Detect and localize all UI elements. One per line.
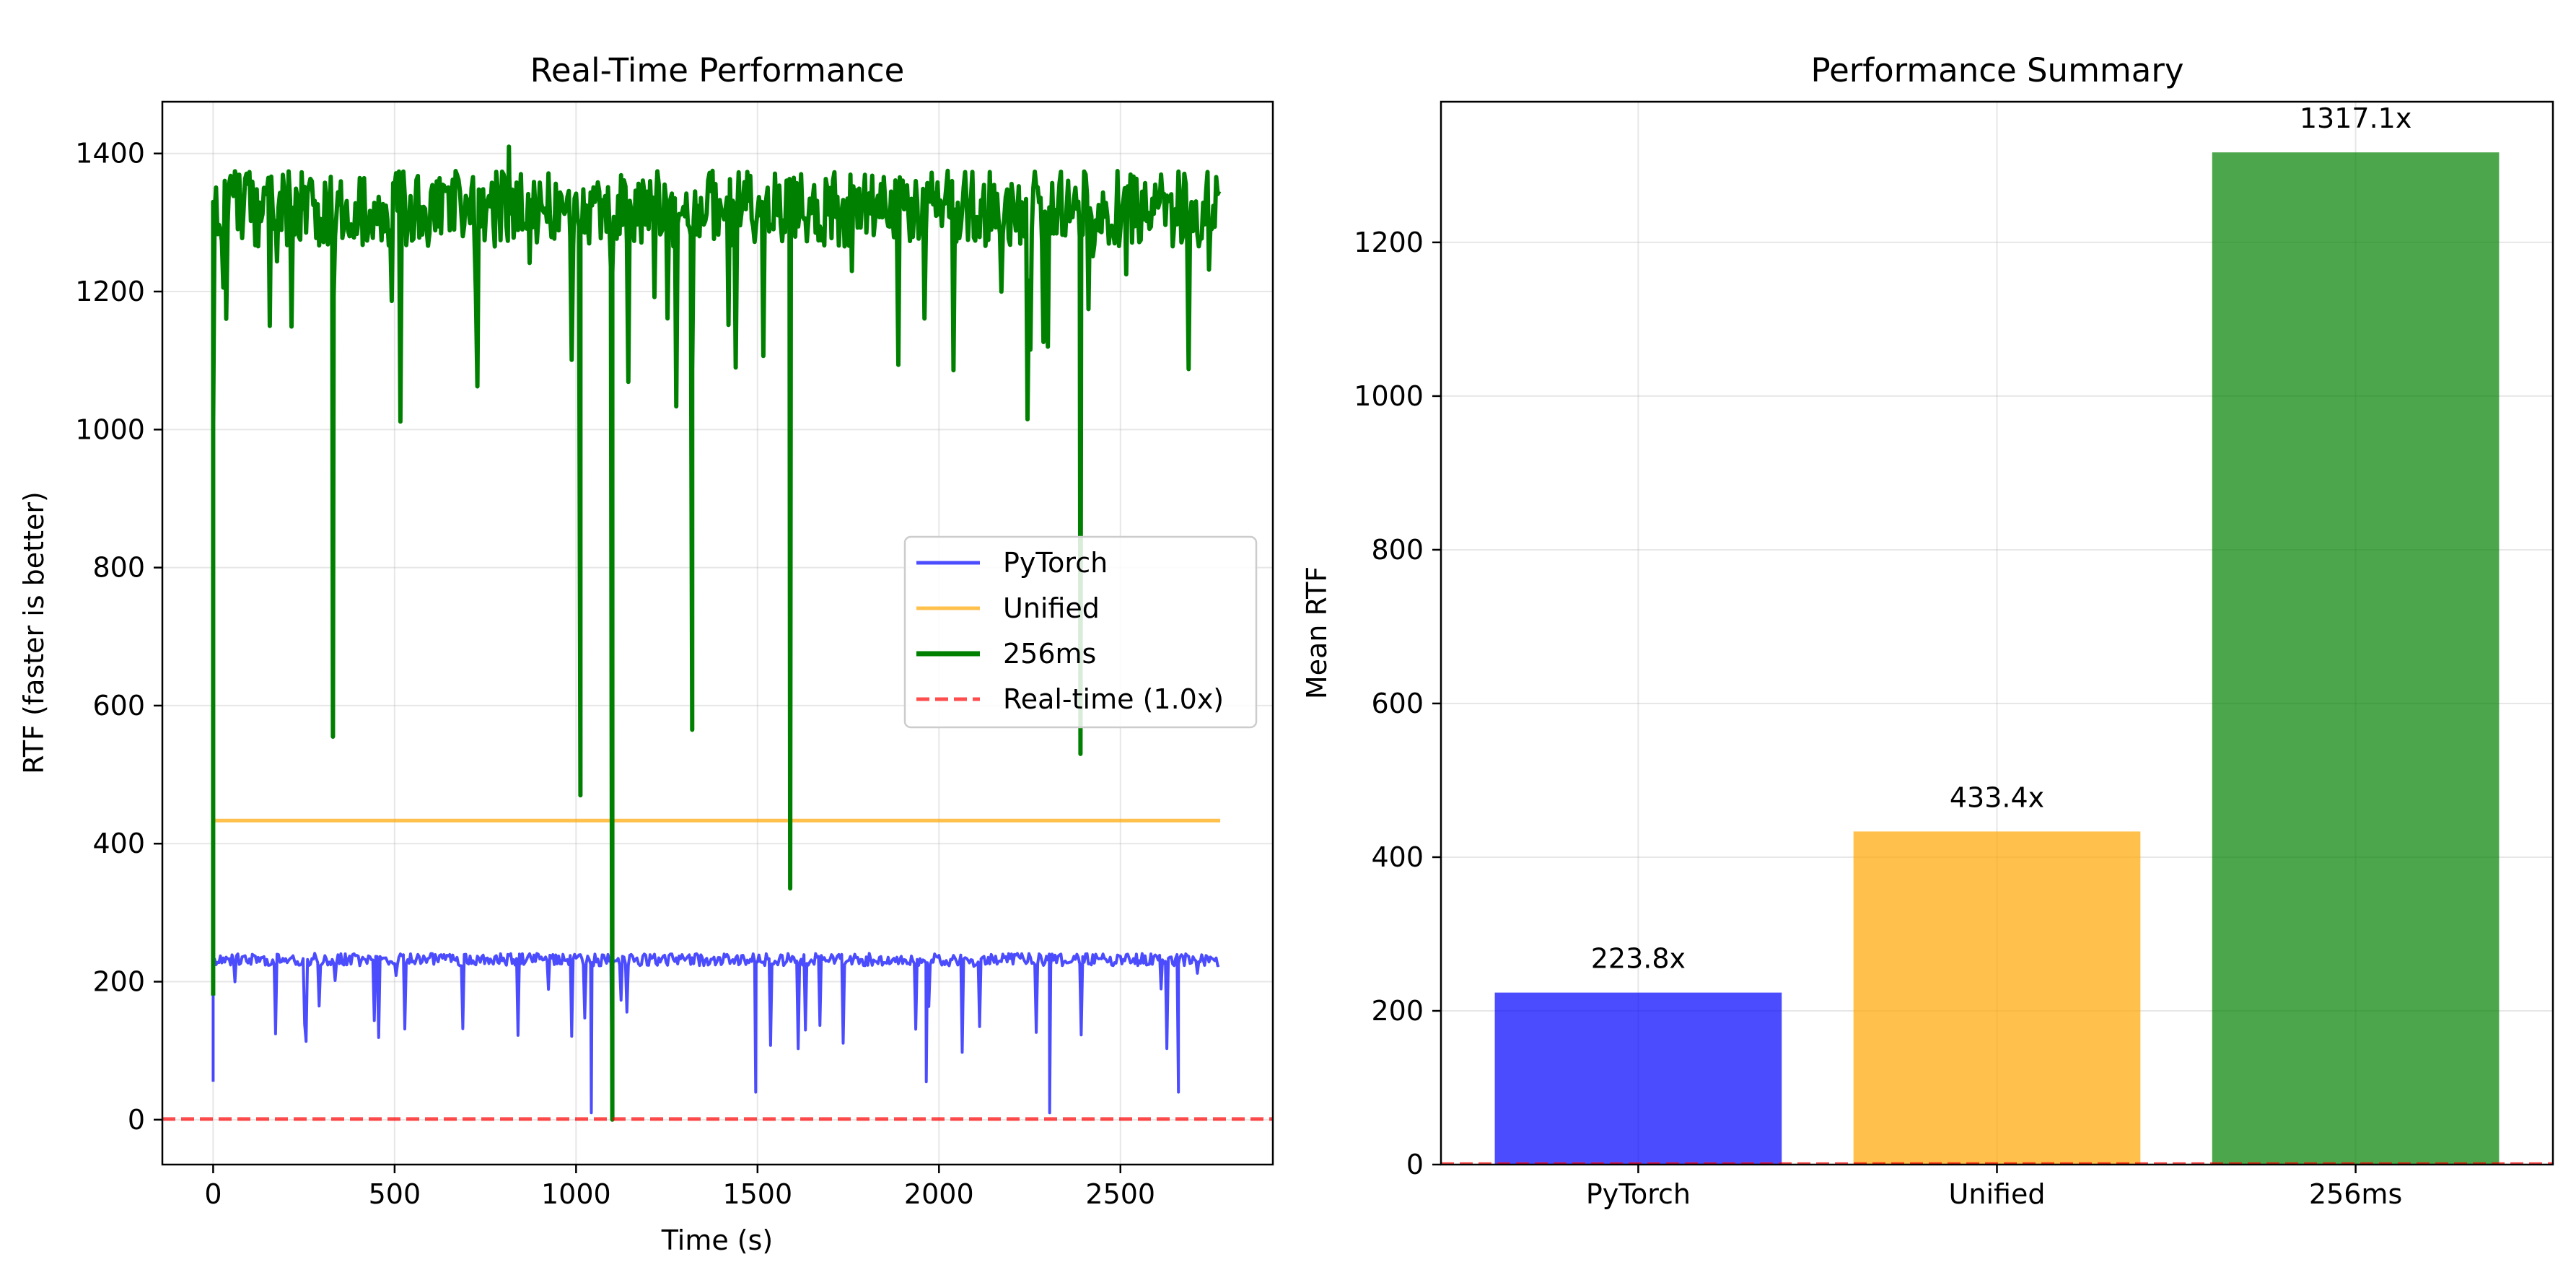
x-tick-label-pytorch: PyTorch	[1586, 1178, 1691, 1210]
bar-chart-bars	[1441, 152, 2553, 1165]
y-tick-label: 400	[92, 828, 145, 859]
legend: PyTorch Unified 256ms Real-time (1.0x)	[903, 535, 1258, 729]
y-tick-label: 0	[128, 1104, 145, 1136]
series-line-256ms	[211, 144, 1222, 1122]
x-tick-label: 0	[204, 1178, 222, 1210]
bar-value-label-pytorch: 223.8x	[1591, 943, 1686, 975]
x-tick-label: 500	[369, 1178, 421, 1210]
y-tick-label: 600	[1371, 688, 1424, 719]
legend-item-pytorch: PyTorch	[916, 547, 1108, 579]
legend-item-unified: Unified	[916, 592, 1100, 624]
y-tick-label: 1000	[1354, 380, 1424, 412]
line-chart-plot-area	[162, 144, 1273, 1122]
x-tick-label: 1000	[541, 1178, 611, 1210]
y-tick-label: 800	[1371, 534, 1424, 566]
legend-label-unified: Unified	[1003, 592, 1100, 624]
legend-label-pytorch: PyTorch	[1003, 547, 1108, 579]
x-tick-label: 2000	[904, 1178, 974, 1210]
legend-label-256ms: 256ms	[1003, 638, 1096, 670]
y-tick-label: 1200	[1354, 227, 1424, 258]
y-tick-label: 1400	[75, 138, 145, 170]
legend-item-real-time: Real-time (1.0x)	[916, 683, 1224, 715]
bar-value-label-256ms: 1317.1x	[2300, 102, 2411, 134]
line-chart: 0 500 1000 1500 2000 2500 0 200 400 600 800 1000 12…	[18, 51, 1274, 1256]
bar-unified	[1853, 831, 2141, 1165]
y-tick-label: 200	[92, 966, 145, 998]
series-line-pytorch	[211, 952, 1220, 1118]
line-chart-x-axis-label: Time (s)	[661, 1224, 774, 1256]
bar-pytorch	[1494, 992, 1782, 1165]
line-chart-y-axis-label: RTF (faster is better)	[18, 491, 50, 774]
y-tick-label: 800	[92, 552, 145, 584]
x-tick-label: 2500	[1085, 1178, 1155, 1210]
bar-chart-title: Performance Summary	[1811, 51, 2184, 89]
line-chart-title: Real-Time Performance	[530, 51, 905, 89]
bar-chart-value-labels: 223.8x 433.4x 1317.1x	[1591, 102, 2412, 974]
line-chart-frame	[161, 100, 1274, 1166]
x-tick-label: 1500	[722, 1178, 792, 1210]
legend-label-real-time: Real-time (1.0x)	[1003, 683, 1224, 715]
legend-box	[903, 535, 1258, 729]
legend-item-256ms: 256ms	[916, 638, 1096, 670]
bar-value-label-unified: 433.4x	[1950, 781, 2044, 813]
y-tick-label: 600	[92, 690, 145, 722]
y-tick-label: 1000	[75, 413, 145, 445]
y-tick-label: 1200	[75, 276, 145, 307]
x-tick-label-256ms: 256ms	[2309, 1178, 2402, 1210]
bar-256ms	[2212, 152, 2500, 1165]
x-tick-label-unified: Unified	[1949, 1178, 2046, 1210]
y-tick-label: 200	[1371, 995, 1424, 1027]
line-chart-y-ticks: 0 200 400 600 800 1000 1200 1400	[75, 138, 162, 1136]
y-tick-label: 400	[1371, 841, 1424, 873]
bar-chart-x-ticks: PyTorch Unified 256ms	[1586, 1165, 2402, 1210]
y-tick-label: 0	[1406, 1149, 1424, 1180]
bar-chart-y-ticks: 0 200 400 600 800 1000 1200	[1354, 227, 1441, 1180]
line-chart-x-ticks: 0 500 1000 1500 2000 2500	[204, 1165, 1155, 1210]
bar-chart-y-axis-label: Mean RTF	[1301, 566, 1333, 699]
